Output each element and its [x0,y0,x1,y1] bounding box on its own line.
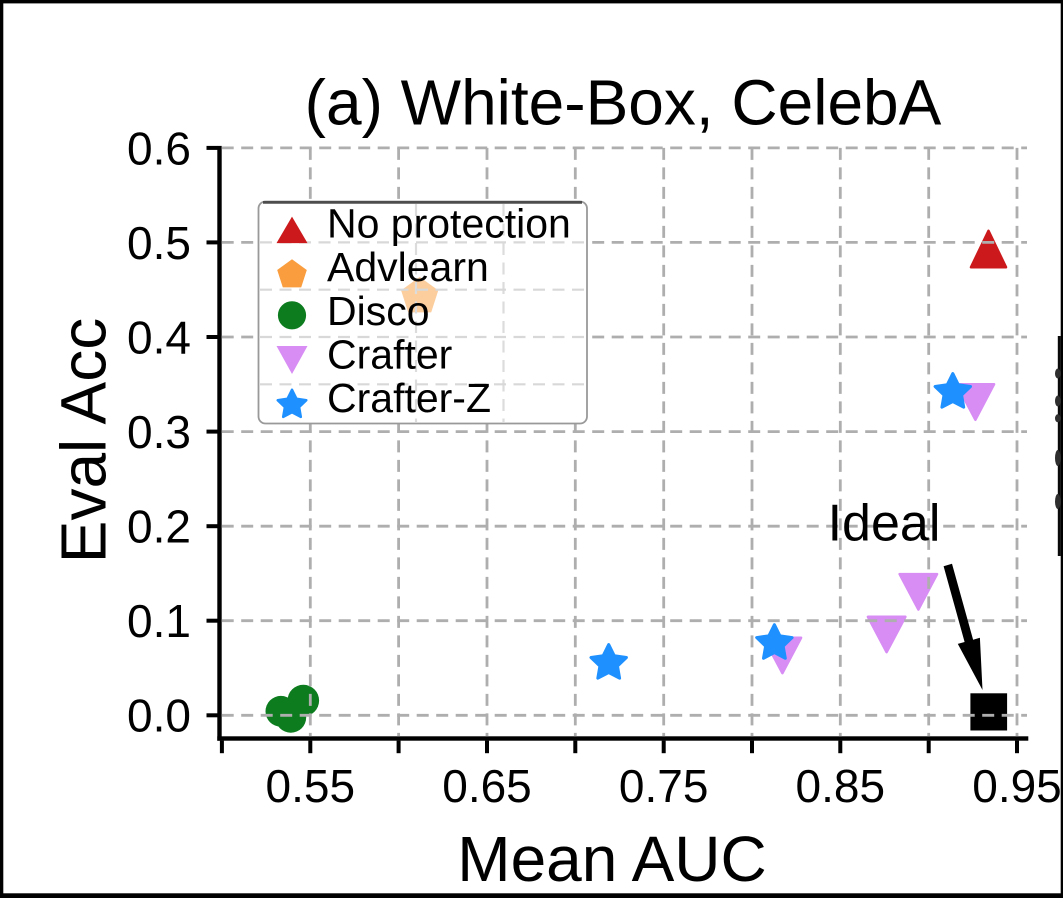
svg-text:0.95: 0.95 [972,760,1062,812]
svg-text:Disco: Disco [327,288,430,334]
svg-text:0.4: 0.4 [127,311,191,363]
svg-text:Advlearn: Advlearn [327,244,489,290]
svg-text:0.5: 0.5 [127,217,191,269]
svg-text:Crafter: Crafter [327,332,452,378]
svg-text:Mean AUC: Mean AUC [457,823,766,895]
svg-text:0.6: 0.6 [127,122,191,174]
svg-text:Ideal: Ideal [828,495,941,553]
svg-text:0.85: 0.85 [796,760,886,812]
svg-text:No protection: No protection [327,200,571,246]
svg-text:0.65: 0.65 [442,760,532,812]
svg-text:0.3: 0.3 [127,406,191,458]
svg-text:0.75: 0.75 [619,760,709,812]
svg-text:0.1: 0.1 [127,595,191,647]
svg-text:Crafter-Z: Crafter-Z [327,375,491,421]
svg-text:0.2: 0.2 [127,501,191,553]
svg-text:Eval Acc: Eval Acc [48,318,120,563]
svg-text:0.55: 0.55 [266,760,356,812]
svg-text:0.0: 0.0 [127,690,191,742]
svg-text:(a) White-Box, CelebA: (a) White-Box, CelebA [305,66,942,138]
